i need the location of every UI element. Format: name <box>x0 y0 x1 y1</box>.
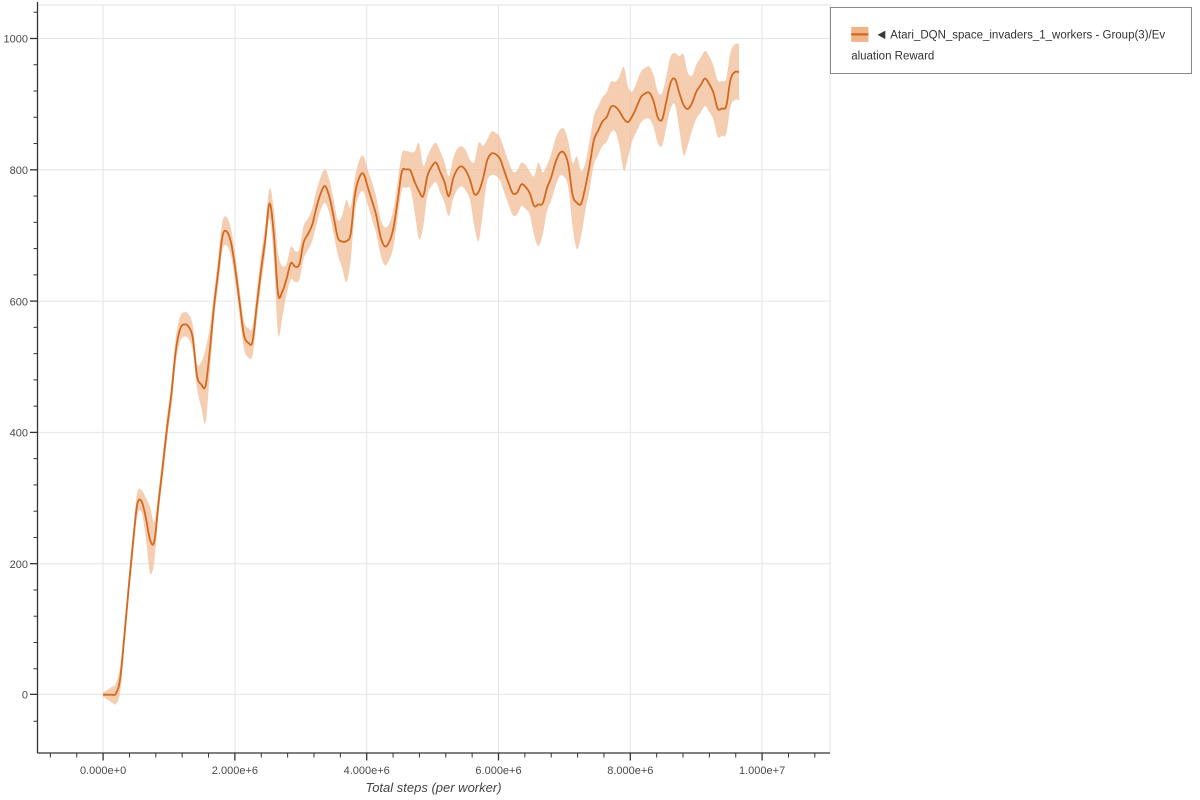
svg-text:Atari_DQN_space_invaders_1_wor: Atari_DQN_space_invaders_1_workers - Gro… <box>890 30 1165 42</box>
svg-text:6.000e+6: 6.000e+6 <box>475 765 521 777</box>
svg-text:800: 800 <box>10 165 28 177</box>
svg-text:0: 0 <box>22 690 28 702</box>
svg-text:1000: 1000 <box>4 34 28 46</box>
svg-text:1.000e+7: 1.000e+7 <box>739 765 785 777</box>
svg-text:aluation Reward: aluation Reward <box>851 51 934 63</box>
svg-text:8.000e+6: 8.000e+6 <box>607 765 653 777</box>
svg-text:0.000e+0: 0.000e+0 <box>80 765 126 777</box>
svg-text:400: 400 <box>10 428 28 440</box>
svg-text:Total steps (per worker): Total steps (per worker) <box>365 780 501 795</box>
svg-text:4.000e+6: 4.000e+6 <box>344 765 390 777</box>
svg-text:600: 600 <box>10 296 28 308</box>
svg-text:200: 200 <box>10 559 28 571</box>
svg-text:2.000e+6: 2.000e+6 <box>212 765 258 777</box>
